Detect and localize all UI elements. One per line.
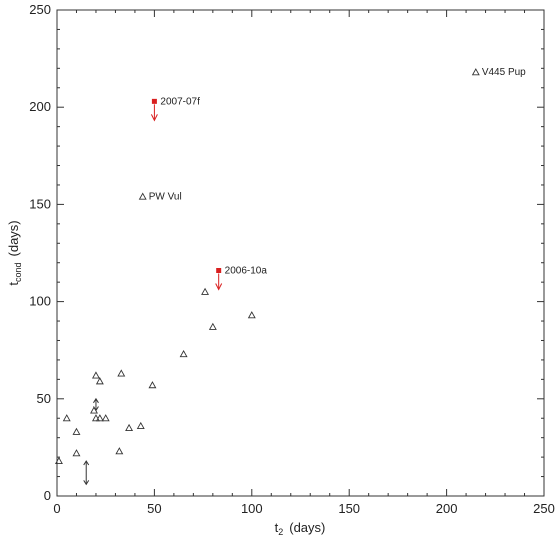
triangle-point bbox=[115, 447, 124, 455]
range-arrow-head-lower bbox=[93, 406, 99, 412]
triangle-point bbox=[117, 369, 126, 377]
x-axis-title: t2 (days) bbox=[275, 520, 326, 537]
y-axis-title-main: t bbox=[6, 282, 21, 286]
triangle-point bbox=[136, 421, 145, 430]
square-point bbox=[216, 267, 222, 273]
y-tick-label: 200 bbox=[29, 99, 51, 114]
triangle-point bbox=[72, 427, 81, 435]
x-tick-label: 50 bbox=[147, 501, 161, 516]
triangle-point bbox=[54, 456, 63, 465]
triangle-point bbox=[72, 449, 81, 457]
x-axis-title-main: t bbox=[275, 520, 279, 535]
upper-limit-arrow-head bbox=[215, 283, 223, 291]
data-marks: PW Vul V445 Pup 2007-07f 2006-10a bbox=[54, 67, 526, 486]
range-arrow-head-upper bbox=[83, 460, 90, 466]
point-annotation: 2006-10a bbox=[225, 265, 268, 276]
x-tick-label: 100 bbox=[241, 501, 263, 516]
plot-frame bbox=[56, 9, 545, 497]
point-annotation: V445 Pup bbox=[482, 67, 526, 78]
square-point bbox=[151, 98, 157, 104]
x-tick-label: 0 bbox=[53, 501, 60, 516]
triangle-point bbox=[62, 414, 71, 422]
y-tick-label: 100 bbox=[29, 294, 51, 309]
triangle-point bbox=[91, 414, 100, 422]
triangle-point bbox=[138, 192, 147, 200]
x-tick-label: 250 bbox=[533, 501, 555, 516]
triangle-point bbox=[247, 311, 256, 319]
y-tick-label: 150 bbox=[29, 196, 51, 211]
x-tick-label: 200 bbox=[436, 501, 458, 516]
y-tick-label: 50 bbox=[37, 391, 51, 406]
x-axis-title-unit: (days) bbox=[289, 520, 325, 535]
triangle-point bbox=[91, 371, 100, 379]
y-tick-label: 0 bbox=[44, 488, 51, 503]
triangle-point bbox=[208, 322, 217, 330]
x-tick-label: 150 bbox=[338, 501, 360, 516]
triangle-point bbox=[148, 381, 157, 389]
triangle-point bbox=[101, 414, 110, 422]
range-arrow-head-lower bbox=[83, 480, 90, 486]
triangle-point bbox=[179, 349, 188, 358]
triangle-point bbox=[95, 414, 104, 422]
y-tick-label: 250 bbox=[29, 2, 51, 17]
y-axis-title-unit: (days) bbox=[6, 220, 21, 256]
y-axis-title-sub: cond bbox=[13, 262, 23, 282]
point-annotation: PW Vul bbox=[149, 192, 182, 203]
range-arrow-head-upper bbox=[93, 397, 99, 404]
x-axis-title-sub: 2 bbox=[278, 527, 283, 537]
y-axis-title: tcond (days) bbox=[6, 220, 23, 285]
triangle-point bbox=[125, 423, 134, 431]
triangle-point bbox=[471, 68, 480, 76]
point-annotation: 2007-07f bbox=[160, 96, 200, 107]
axis-ticks: 0 50 100 150 200 250 0 50 100 150 200 250 bbox=[29, 2, 555, 516]
triangle-point bbox=[95, 377, 104, 385]
triangle-point bbox=[201, 287, 210, 295]
upper-limit-arrow-head bbox=[150, 114, 158, 122]
